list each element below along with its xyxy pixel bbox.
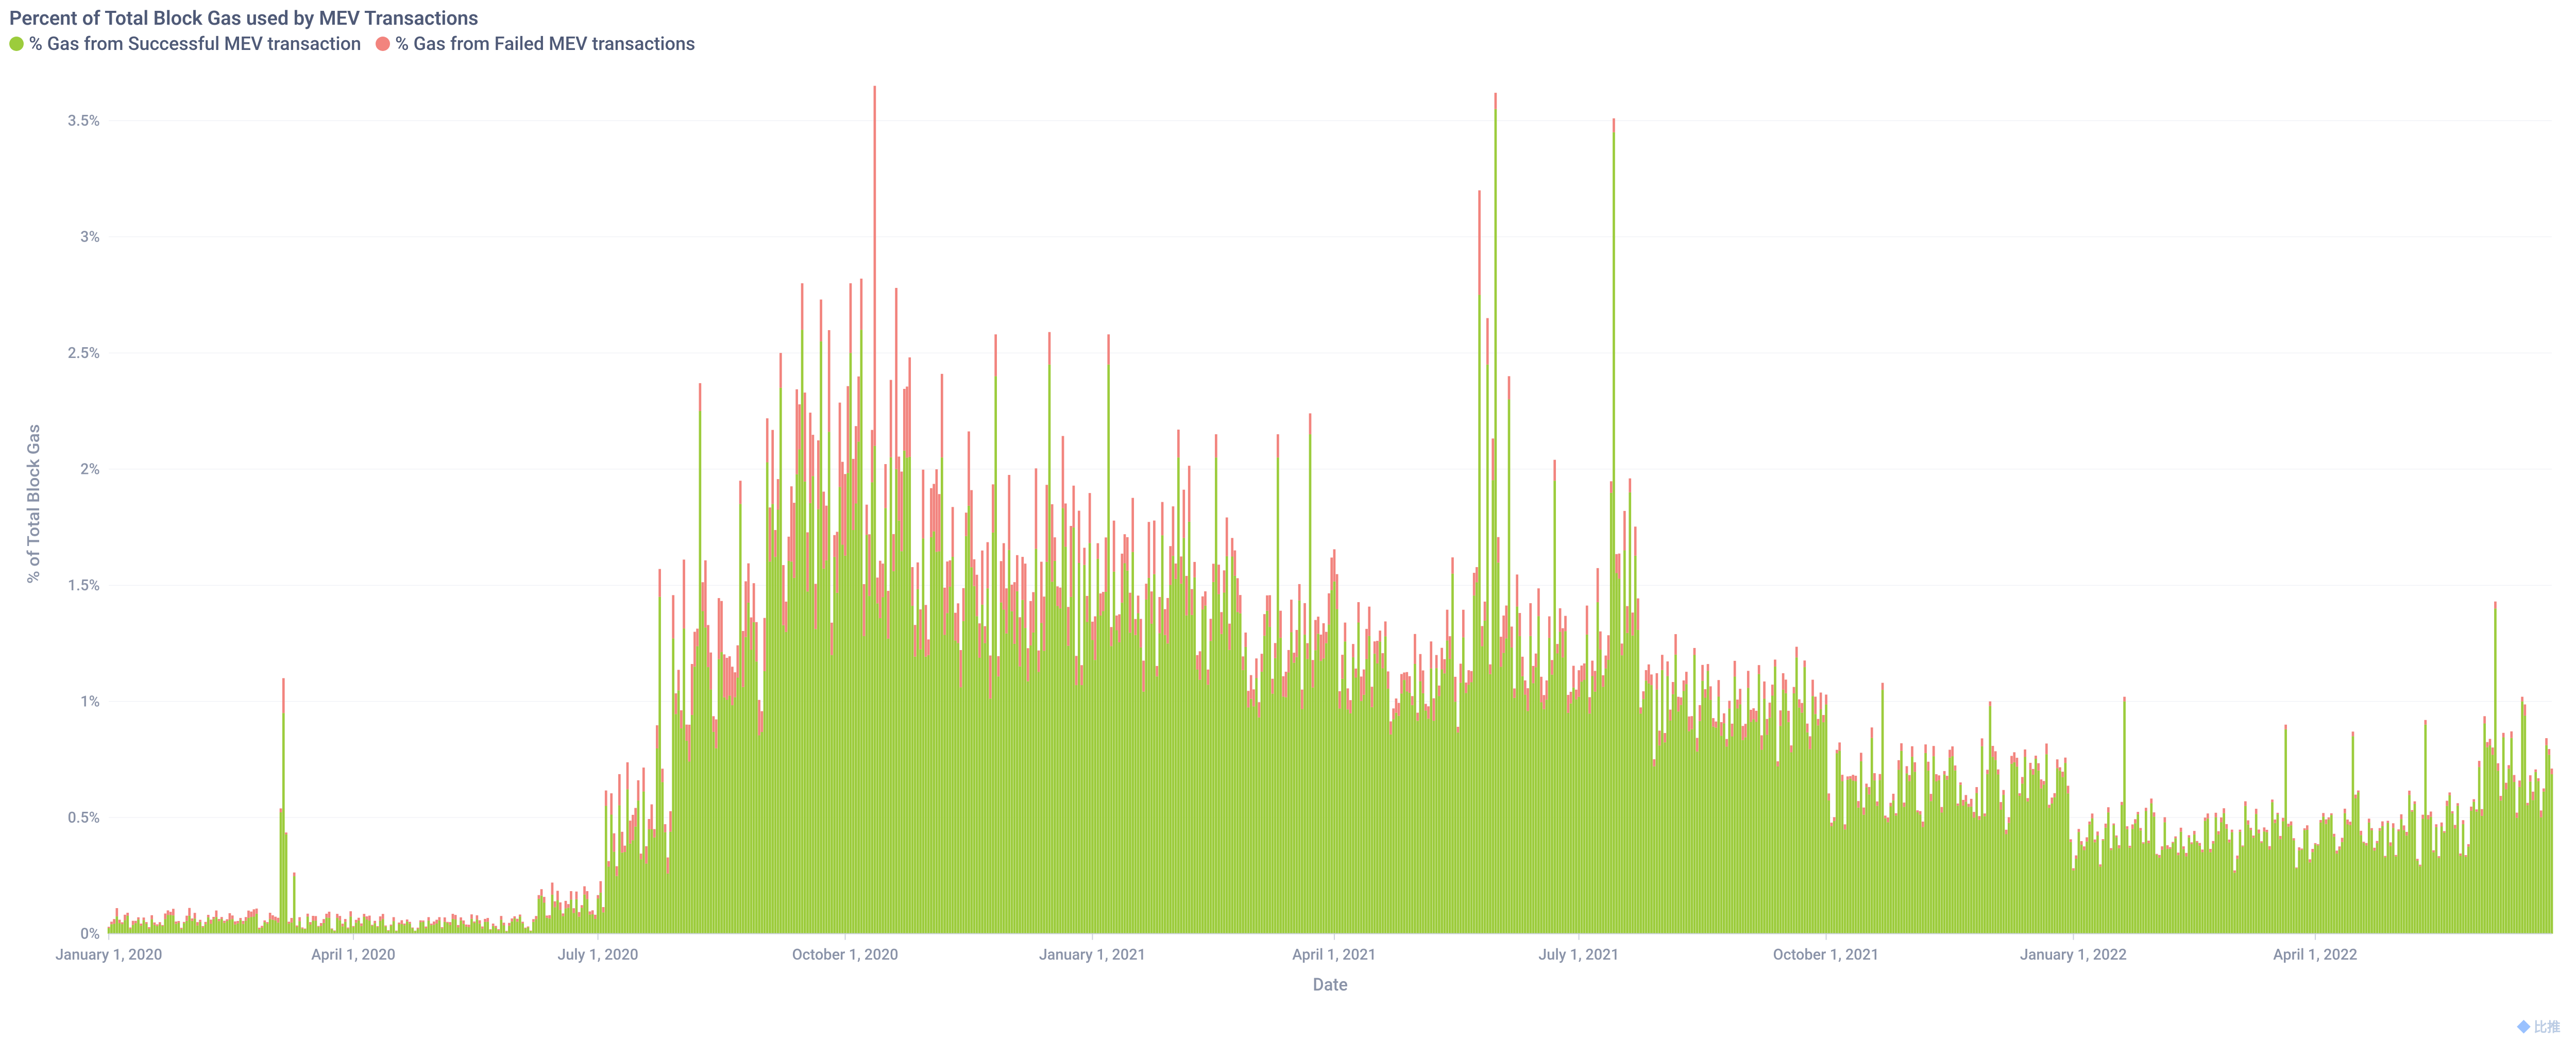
svg-text:0%: 0% bbox=[80, 925, 100, 943]
svg-text:1.5%: 1.5% bbox=[67, 577, 99, 595]
bars-success bbox=[108, 109, 2553, 934]
legend: % Gas from Successful MEV transaction % … bbox=[9, 33, 2567, 55]
svg-text:July 1, 2020: July 1, 2020 bbox=[557, 946, 638, 964]
svg-text:April 1, 2020: April 1, 2020 bbox=[311, 946, 395, 964]
svg-text:3.5%: 3.5% bbox=[67, 112, 99, 130]
bars-failed bbox=[108, 86, 2553, 932]
watermark-icon: ◆ bbox=[2517, 1020, 2531, 1035]
chart-container: Percent of Total Block Gas used by MEV T… bbox=[0, 0, 2576, 1041]
svg-text:July 1, 2021: July 1, 2021 bbox=[1538, 946, 1619, 964]
watermark: ◆ 比推 bbox=[2517, 1017, 2561, 1036]
svg-text:October 1, 2021: October 1, 2021 bbox=[1773, 946, 1879, 964]
watermark-text: 比推 bbox=[2534, 1020, 2561, 1035]
svg-text:January 1, 2022: January 1, 2022 bbox=[2020, 946, 2127, 964]
legend-label-failed: % Gas from Failed MEV transactions bbox=[395, 33, 695, 55]
svg-text:1%: 1% bbox=[80, 693, 100, 711]
legend-swatch-success bbox=[9, 37, 24, 51]
svg-text:April 1, 2022: April 1, 2022 bbox=[2273, 946, 2357, 964]
legend-swatch-failed bbox=[376, 37, 390, 51]
svg-text:April 1, 2021: April 1, 2021 bbox=[1292, 946, 1376, 964]
svg-text:January 1, 2020: January 1, 2020 bbox=[55, 946, 162, 964]
svg-text:January 1, 2021: January 1, 2021 bbox=[1039, 946, 1146, 964]
plot-area[interactable]: 0% 0.5% 1% 1.5% 2% 2.5% 3% 3.5% % of Total Block… bbox=[9, 64, 2567, 1011]
svg-text:2%: 2% bbox=[80, 460, 100, 479]
legend-label-success: % Gas from Successful MEV transaction bbox=[29, 33, 361, 55]
legend-item-success[interactable]: % Gas from Successful MEV transaction bbox=[9, 33, 361, 55]
svg-text:2.5%: 2.5% bbox=[67, 345, 99, 363]
svg-text:3%: 3% bbox=[80, 228, 100, 246]
plot-svg: 0% 0.5% 1% 1.5% 2% 2.5% 3% 3.5% % of Total Block… bbox=[9, 64, 2567, 1011]
svg-text:October 1, 2020: October 1, 2020 bbox=[792, 946, 898, 964]
chart-title: Percent of Total Block Gas used by MEV T… bbox=[9, 7, 2567, 30]
svg-text:% of Total Block Gas: % of Total Block Gas bbox=[24, 424, 44, 584]
svg-text:Date: Date bbox=[1313, 975, 1348, 995]
svg-text:0.5%: 0.5% bbox=[67, 809, 99, 827]
legend-item-failed[interactable]: % Gas from Failed MEV transactions bbox=[376, 33, 695, 55]
